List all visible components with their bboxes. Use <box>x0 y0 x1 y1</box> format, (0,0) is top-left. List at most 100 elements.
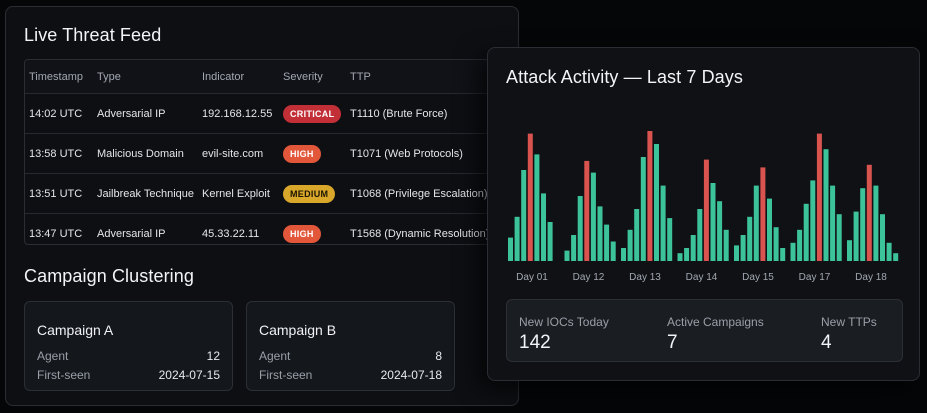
chart-bar <box>534 154 540 261</box>
chart-bar <box>723 229 729 261</box>
severity-badge: MEDIUM <box>283 184 336 203</box>
x-tick-label: Day 18 <box>855 272 887 283</box>
chart-bar <box>627 229 633 261</box>
col-severity[interactable]: Severity <box>283 70 323 83</box>
cell-type: Adversarial IP <box>97 227 166 240</box>
cell-ttp: T1068 (Privilege Escalation) <box>350 187 488 200</box>
cell-indicator: 192.168.12.55 <box>202 107 273 120</box>
chart-bar <box>677 253 683 261</box>
stats-summary: New IOCs Today 142 Active Campaigns 7 Ne… <box>506 299 903 362</box>
chart-bar <box>717 201 723 261</box>
col-timestamp[interactable]: Timestamp <box>29 70 83 83</box>
cell-severity: HIGH <box>283 214 321 244</box>
cell-severity: MEDIUM <box>283 174 336 213</box>
chart-bar <box>597 206 603 261</box>
left-panel: Live Threat Feed Timestamp Type Indicato… <box>5 6 519 406</box>
x-tick-label: Day 15 <box>742 272 774 283</box>
chart-bar <box>880 214 885 261</box>
stat-value-iocs: 142 <box>519 332 551 353</box>
x-tick-label: Day 17 <box>799 272 831 283</box>
stat-label-campaigns: Active Campaigns <box>667 315 764 329</box>
chart-bar <box>541 193 546 261</box>
chart-bar <box>853 211 859 261</box>
chart-bar <box>571 235 577 261</box>
chart-bar <box>634 209 640 261</box>
first-seen-date: 2024-07-18 <box>380 368 442 382</box>
stat-label-iocs: New IOCs Today <box>519 315 609 329</box>
cell-timestamp: 14:02 UTC <box>29 107 83 120</box>
cell-type: Adversarial IP <box>97 107 166 120</box>
severity-badge: HIGH <box>283 144 321 163</box>
chart-bar <box>836 214 842 261</box>
cell-timestamp: 13:47 UTC <box>29 227 83 240</box>
chart-bar <box>873 185 879 261</box>
severity-badge: HIGH <box>283 224 321 243</box>
chart-bar <box>740 235 746 261</box>
chart-bar <box>604 224 610 261</box>
chart-bar <box>893 253 899 261</box>
first-seen-date: 2024-07-15 <box>158 368 220 382</box>
stat-label-ttps: New TTPs <box>821 315 877 329</box>
chart-bar <box>747 216 753 261</box>
table-row[interactable]: 14:02 UTC Adversarial IP 192.168.12.55 CRIT… <box>25 93 503 133</box>
chart-bar <box>810 180 816 261</box>
chart-bar <box>667 218 673 261</box>
attack-activity-title: Attack Activity — Last 7 Days <box>506 67 743 87</box>
chart-bar <box>640 157 646 261</box>
campaign-clustering-title: Campaign Clustering <box>24 266 194 286</box>
col-type[interactable]: Type <box>97 70 121 83</box>
agent-label: Agent <box>37 349 69 363</box>
chart-bar <box>527 133 533 261</box>
chart-bar <box>760 167 766 261</box>
col-indicator[interactable]: Indicator <box>202 70 245 83</box>
attack-activity-chart: Day 01 Day 12 Day 13 Day 14 Day 15 Day 17 Day … <box>508 131 899 283</box>
chart-bar <box>803 203 809 261</box>
table-row[interactable]: 13:47 UTC Adversarial IP 45.33.22.11 HIGH T1… <box>25 213 503 244</box>
cell-type: Jailbreak Technique <box>97 187 195 200</box>
chart-bar <box>767 198 772 261</box>
chart-bar <box>621 248 626 261</box>
chart-bar <box>690 235 696 261</box>
threat-feed-title: Live Threat Feed <box>24 25 162 45</box>
table-row[interactable]: 13:51 UTC Jailbreak Technique Kernel Explo… <box>25 173 503 213</box>
chart-bar <box>753 185 759 261</box>
campaign-card-b[interactable]: Campaign B Agent 8 First-seen 2024-07-18 <box>246 301 455 391</box>
attack-activity-panel: Attack Activity — Last 7 Days Day 01 Day … <box>487 47 920 381</box>
table-row[interactable]: 13:58 UTC Malicious Domain evil-site.com HI… <box>25 133 503 173</box>
chart-bar <box>797 229 803 261</box>
campaign-name: Campaign A <box>37 322 114 338</box>
chart-bar <box>816 133 822 261</box>
campaign-name: Campaign B <box>259 322 337 338</box>
agent-count: 12 <box>206 349 220 363</box>
table-header: Timestamp Type Indicator Severity TTP <box>25 60 503 93</box>
chart-bar <box>521 170 527 261</box>
chart-bar <box>508 237 513 261</box>
chart-bar <box>610 241 616 261</box>
chart-bar <box>886 242 892 261</box>
chart-bar <box>697 209 703 261</box>
chart-bar <box>584 160 590 261</box>
campaign-card-a[interactable]: Campaign A Agent 12 First-seen 2024-07-1… <box>24 301 233 391</box>
chart-bar <box>734 245 739 261</box>
cell-ttp: T1110 (Brute Force) <box>350 107 448 120</box>
cell-indicator: 45.33.22.11 <box>202 227 260 240</box>
chart-bar <box>660 185 666 261</box>
cell-severity: HIGH <box>283 134 321 173</box>
agent-count: 8 <box>435 349 442 363</box>
first-seen-label: First-seen <box>37 368 91 382</box>
stat-value-ttps: 4 <box>821 332 832 353</box>
chart-bar <box>847 240 852 261</box>
cell-ttp: T1568 (Dynamic Resolution) <box>350 227 490 240</box>
agent-label: Agent <box>259 349 291 363</box>
chart-bar <box>514 216 520 261</box>
cell-type: Malicious Domain <box>97 147 184 160</box>
chart-bar <box>564 250 570 261</box>
col-ttp[interactable]: TTP <box>350 70 371 83</box>
stat-value-campaigns: 7 <box>667 332 678 353</box>
chart-bar <box>703 159 709 261</box>
cell-severity: CRITICAL <box>283 94 342 133</box>
x-tick-label: Day 01 <box>516 272 548 283</box>
cell-ttp: T1071 (Web Protocols) <box>350 147 463 160</box>
chart-bar <box>647 131 653 261</box>
chart-bar <box>684 248 690 261</box>
